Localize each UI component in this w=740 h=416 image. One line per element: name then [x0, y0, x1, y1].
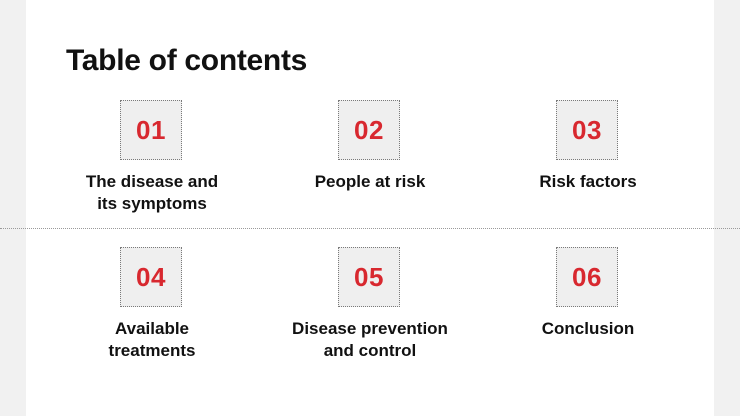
toc-number-badge: 04 [120, 247, 182, 307]
toc-item-label: The disease and its symptoms [85, 172, 219, 213]
toc-item-3[interactable]: 03 Risk factors [488, 100, 688, 220]
toc-number-badge: 03 [556, 100, 618, 160]
toc-item-6[interactable]: 06 Conclusion [488, 247, 688, 367]
section-divider [0, 228, 740, 229]
right-margin-band [714, 0, 740, 416]
toc-number-badge: 02 [338, 100, 400, 160]
toc-number-badge: 06 [556, 247, 618, 307]
toc-item-1[interactable]: 01 The disease and its symptoms [52, 100, 252, 220]
toc-item-2[interactable]: 02 People at risk [270, 100, 470, 220]
toc-number-badge: 05 [338, 247, 400, 307]
toc-number-badge: 01 [120, 100, 182, 160]
toc-item-label: Disease prevention and control [292, 319, 448, 360]
page-title: Table of contents [66, 44, 308, 77]
toc-item-5[interactable]: 05 Disease prevention and control [270, 247, 470, 367]
toc-item-label: Conclusion [541, 319, 635, 338]
toc-item-4[interactable]: 04 Available treatments [52, 247, 252, 367]
toc-item-label: Risk factors [539, 172, 637, 191]
toc-item-label: People at risk [314, 172, 426, 191]
left-margin-band [0, 0, 26, 416]
toc-item-label: Available treatments [108, 319, 196, 360]
